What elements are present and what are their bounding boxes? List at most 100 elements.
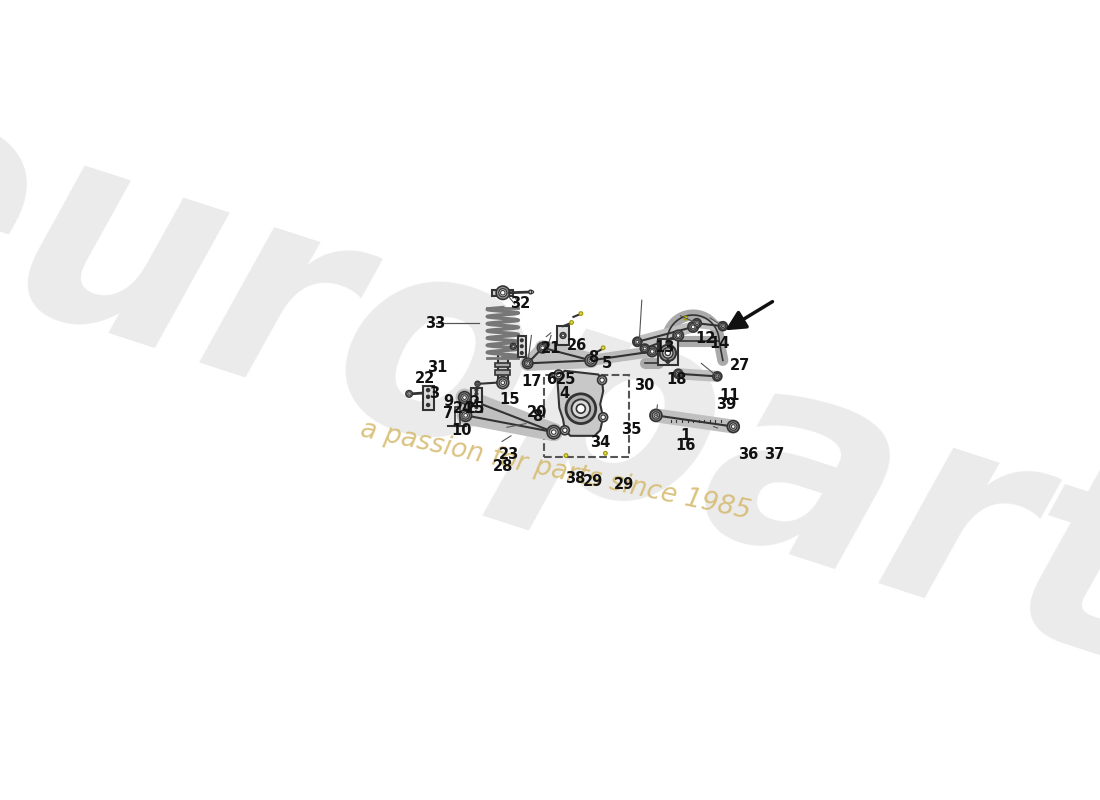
Text: 27: 27 (729, 358, 750, 373)
Text: 6: 6 (547, 372, 557, 387)
Text: 24: 24 (453, 401, 473, 416)
Polygon shape (558, 370, 603, 436)
Text: 39: 39 (716, 397, 737, 412)
Text: 30: 30 (634, 378, 654, 393)
Circle shape (407, 392, 411, 396)
Circle shape (560, 333, 566, 338)
Circle shape (676, 334, 680, 338)
Circle shape (499, 379, 506, 386)
Text: 18: 18 (666, 372, 686, 387)
Circle shape (597, 376, 606, 385)
Circle shape (554, 370, 563, 379)
Circle shape (520, 339, 524, 342)
Circle shape (525, 360, 531, 366)
Circle shape (600, 378, 604, 382)
Bar (658, 339, 679, 366)
Circle shape (674, 370, 683, 378)
Circle shape (539, 345, 546, 351)
Circle shape (666, 350, 670, 355)
Circle shape (636, 340, 639, 343)
Circle shape (475, 392, 477, 395)
Circle shape (510, 343, 516, 350)
Circle shape (475, 382, 480, 386)
Circle shape (718, 322, 727, 330)
Circle shape (719, 323, 726, 329)
Circle shape (513, 345, 515, 347)
Text: 25: 25 (556, 372, 576, 387)
Text: 5: 5 (602, 357, 613, 371)
Circle shape (476, 383, 478, 385)
Circle shape (459, 392, 471, 403)
Text: 14: 14 (710, 336, 729, 351)
Circle shape (566, 394, 596, 423)
Circle shape (579, 312, 583, 315)
Text: 15: 15 (499, 391, 520, 406)
Circle shape (602, 346, 605, 350)
Text: a passion for parts since 1985: a passion for parts since 1985 (358, 417, 754, 526)
Circle shape (666, 341, 670, 345)
Circle shape (588, 358, 593, 362)
Bar (518, 336, 526, 357)
Circle shape (632, 338, 641, 346)
Text: 25: 25 (465, 401, 485, 416)
Circle shape (496, 286, 509, 299)
Circle shape (427, 395, 430, 398)
Text: 11: 11 (719, 388, 740, 402)
Text: europarts: europarts (0, 42, 1100, 774)
Circle shape (644, 347, 647, 350)
Text: 7: 7 (442, 406, 453, 421)
Bar (493, 290, 514, 297)
Circle shape (641, 346, 648, 351)
Text: 29: 29 (614, 477, 634, 492)
Circle shape (541, 346, 544, 350)
Circle shape (538, 342, 548, 353)
Text: 3: 3 (429, 386, 439, 402)
Circle shape (675, 332, 682, 339)
Circle shape (427, 389, 430, 392)
Bar (543, 375, 629, 457)
Bar (495, 362, 510, 367)
Circle shape (690, 323, 696, 330)
Bar (497, 354, 508, 382)
Circle shape (526, 362, 529, 366)
Circle shape (732, 425, 735, 429)
Text: 4: 4 (559, 386, 570, 401)
Circle shape (694, 320, 700, 326)
Circle shape (500, 290, 505, 295)
Circle shape (406, 390, 412, 397)
Circle shape (714, 374, 720, 379)
Circle shape (547, 426, 560, 439)
Circle shape (475, 406, 477, 409)
Circle shape (640, 344, 649, 353)
Bar (422, 386, 433, 410)
Circle shape (463, 396, 466, 399)
Circle shape (549, 428, 558, 437)
Circle shape (676, 372, 680, 375)
Circle shape (561, 334, 564, 337)
Circle shape (427, 403, 430, 406)
Text: 20: 20 (527, 405, 548, 420)
Circle shape (684, 316, 688, 320)
Text: 2: 2 (470, 395, 481, 410)
Circle shape (562, 428, 568, 433)
Text: 23: 23 (499, 447, 519, 462)
Text: 37: 37 (764, 447, 784, 462)
Text: 31: 31 (427, 360, 448, 375)
Text: 34: 34 (590, 435, 609, 450)
Circle shape (531, 291, 534, 293)
Text: 12: 12 (695, 331, 715, 346)
Bar (471, 387, 482, 412)
Text: 9: 9 (443, 394, 453, 409)
Circle shape (727, 421, 739, 433)
Text: 21: 21 (540, 341, 561, 356)
Bar (495, 370, 510, 374)
Circle shape (551, 430, 556, 434)
Circle shape (522, 358, 532, 369)
Text: 38: 38 (565, 471, 585, 486)
Text: 8: 8 (587, 350, 598, 365)
Text: 26: 26 (568, 338, 587, 353)
Circle shape (729, 423, 737, 430)
Circle shape (460, 410, 472, 422)
Circle shape (587, 357, 595, 364)
Text: 17: 17 (521, 374, 541, 389)
